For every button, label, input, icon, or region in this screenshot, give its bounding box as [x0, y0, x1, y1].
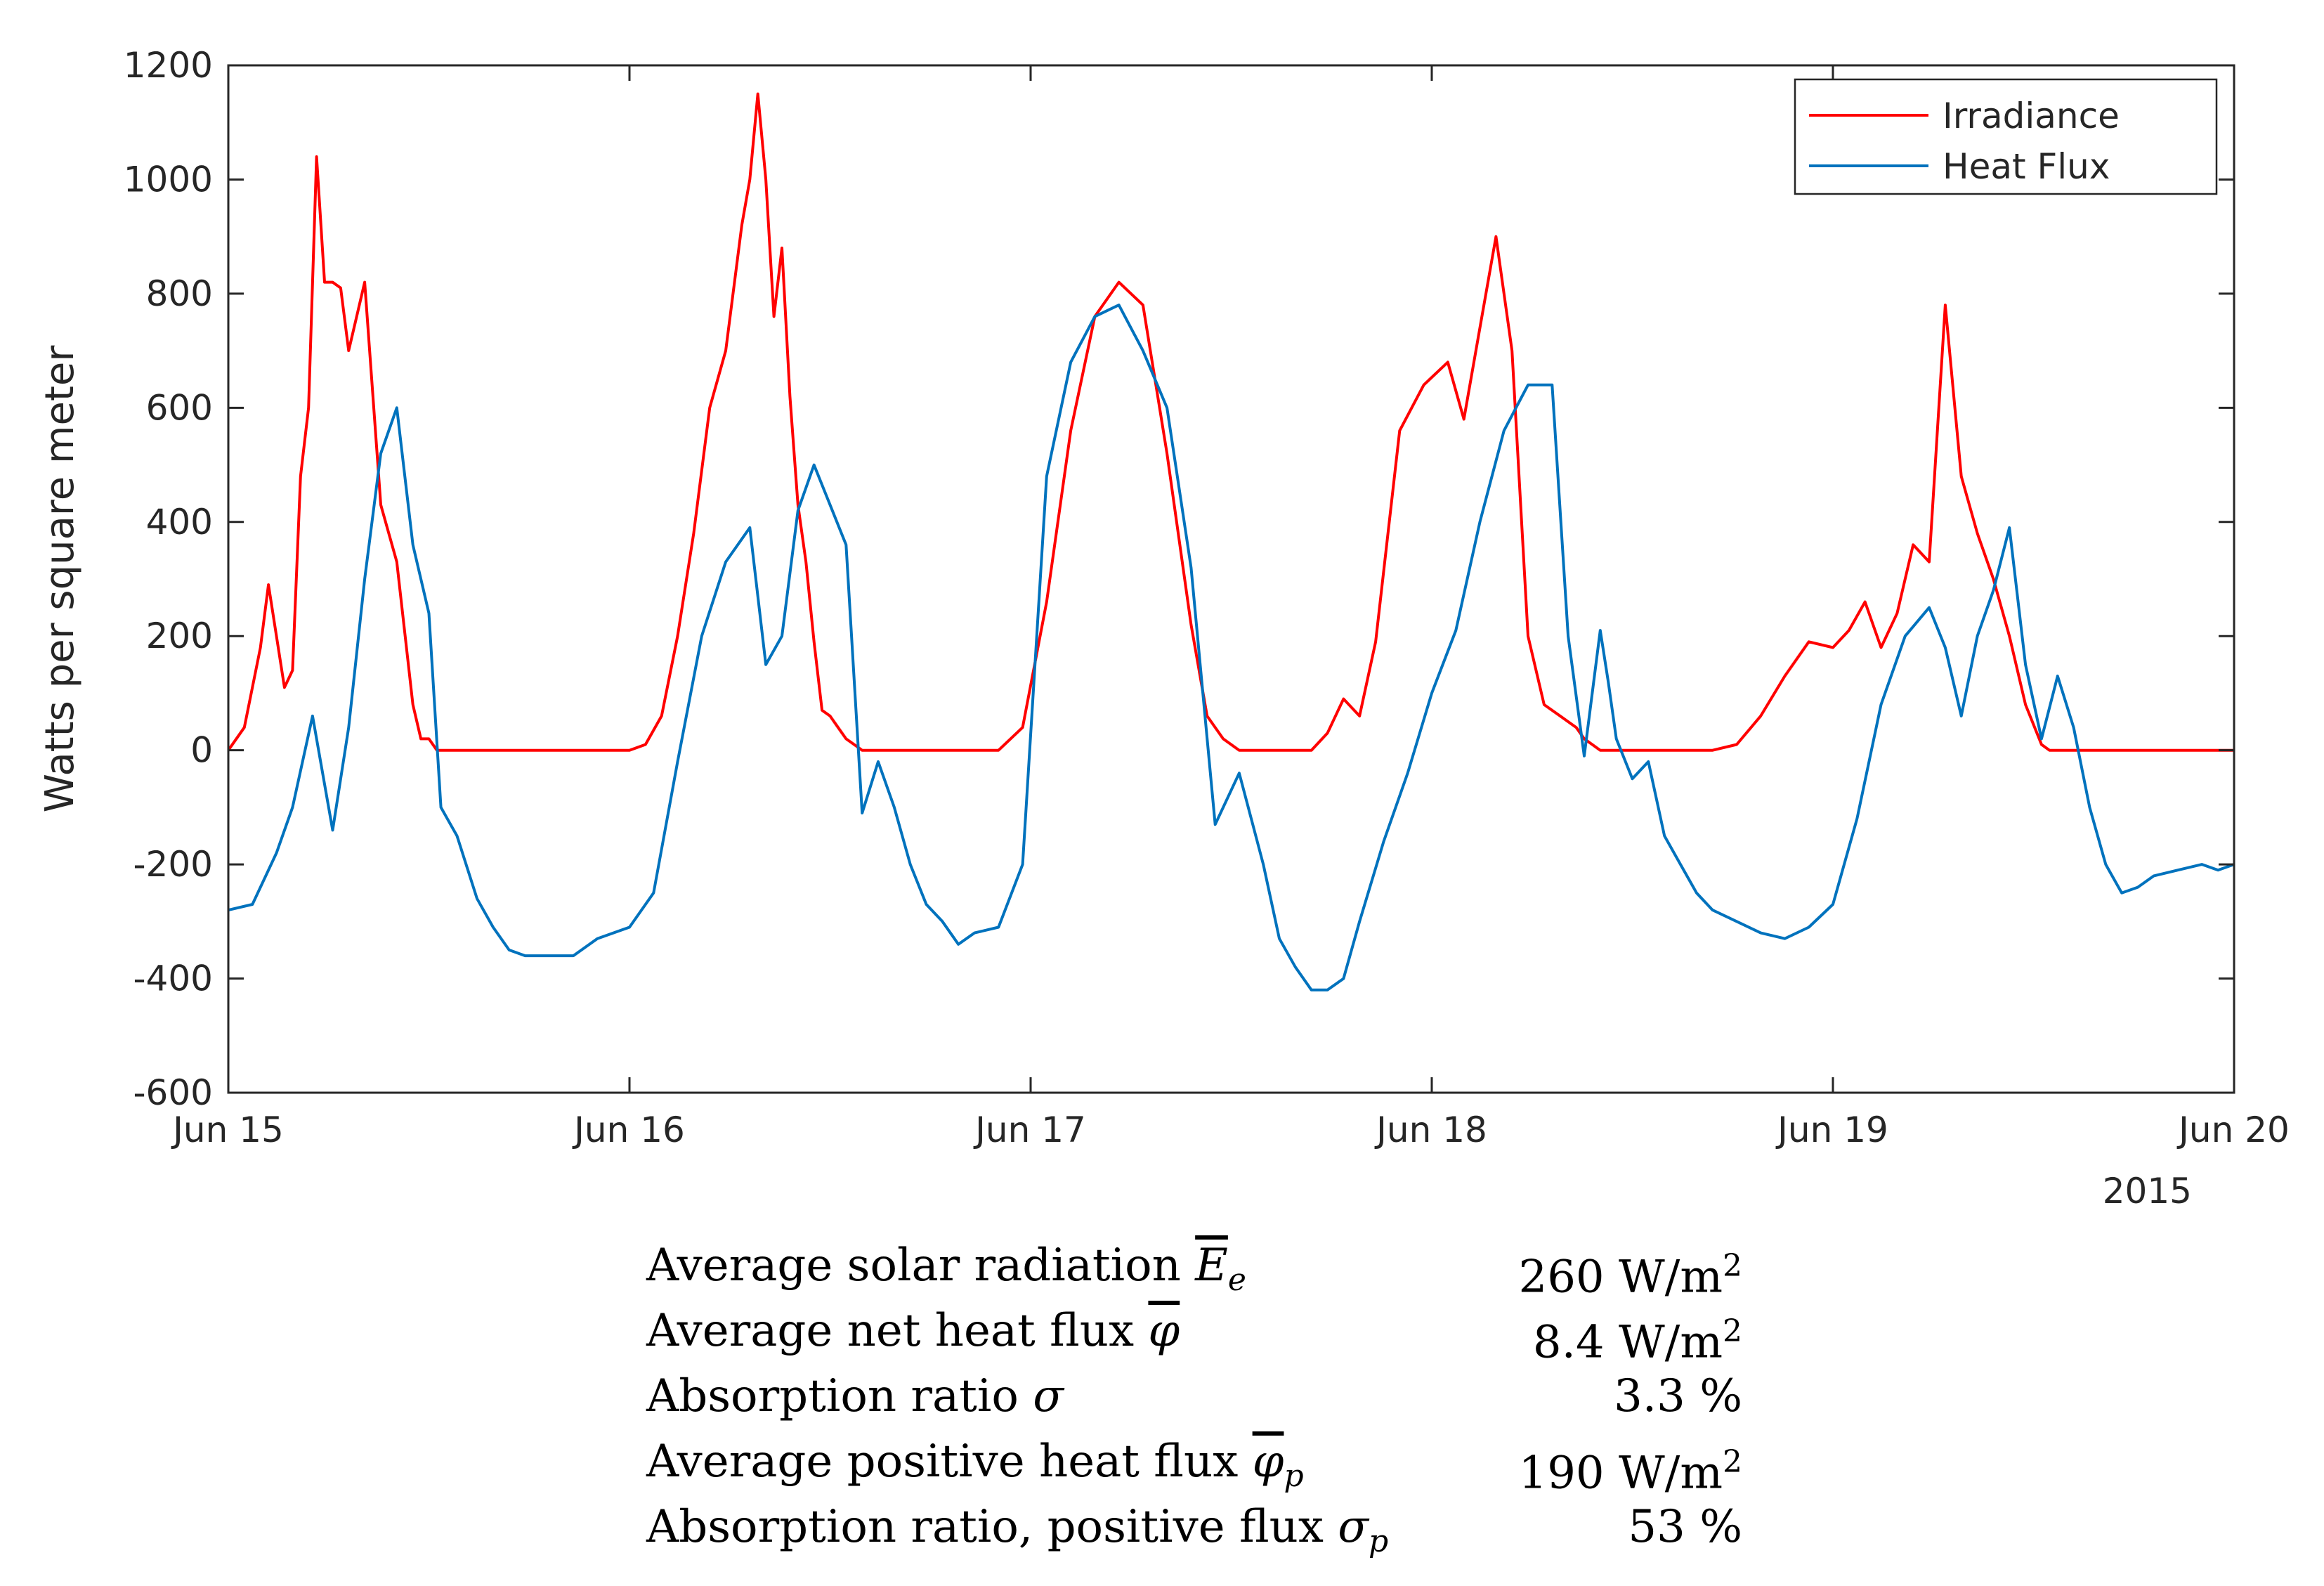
- series-layer: [227, 92, 2235, 992]
- stat-row-avg-net-heat-flux: Average net heat flux φ 8.4 W/m2: [646, 1299, 1742, 1369]
- legend-box: [1794, 78, 2218, 195]
- y-tick-label: -600: [133, 1072, 213, 1113]
- series-line-heat-flux: [228, 304, 2235, 992]
- stat-row-absorption-ratio: Absorption ratio σ 3.3 %: [646, 1364, 1742, 1429]
- y-tick-label: 200: [146, 616, 213, 656]
- x-tick-label: Jun 16: [572, 1110, 685, 1150]
- legend: Irradiance Heat Flux: [1794, 78, 2218, 195]
- chart: -600 -400 -200 0 200 400 600 800 1000 1200 Jun 15…: [37, 45, 2290, 1211]
- stat-value: 8.4 W/m2: [1532, 1313, 1742, 1369]
- legend-label-irradiance: Irradiance: [1943, 96, 2120, 136]
- x-tick-label: Jun 18: [1374, 1110, 1487, 1150]
- stat-label: Absorption ratio, positive flux σp: [646, 1501, 1389, 1559]
- y-tick-label: 600: [146, 387, 213, 428]
- stat-row-avg-positive-heat-flux: Average positive heat flux φp 190 W/m2: [646, 1429, 1742, 1500]
- x-tick-label: Jun 17: [973, 1110, 1086, 1150]
- legend-label-heat-flux: Heat Flux: [1943, 146, 2110, 187]
- stat-row-avg-solar-radiation: Average solar radiation Ee 260 W/m2: [646, 1233, 1742, 1304]
- stat-label: Absorption ratio σ: [646, 1370, 1064, 1422]
- y-tick-label: -200: [133, 844, 213, 885]
- stat-label: Average net heat flux φ: [646, 1305, 1180, 1357]
- y-tick-label: 400: [146, 502, 213, 542]
- y-tick-label: -400: [133, 958, 213, 999]
- plot-area: [228, 65, 2234, 1093]
- y-tick-label: 800: [146, 273, 213, 314]
- x-tick-label: Jun 19: [1775, 1110, 1888, 1150]
- y-axis-title: Watts per square meter: [37, 345, 83, 813]
- x-axis: Jun 15 Jun 16 Jun 17 Jun 18 Jun 19 Jun 20: [171, 65, 2290, 1150]
- series-line-irradiance: [227, 92, 2234, 752]
- y-tick-label: 1000: [124, 159, 213, 200]
- x-tick-label: Jun 15: [171, 1110, 284, 1150]
- stat-value: 53 %: [1628, 1501, 1742, 1553]
- stat-row-absorption-ratio-positive: Absorption ratio, positive flux σp 53 %: [646, 1495, 1742, 1560]
- stat-value: 3.3 %: [1614, 1370, 1742, 1422]
- stat-value: 190 W/m2: [1518, 1444, 1742, 1500]
- x-tick-label: Jun 20: [2176, 1110, 2290, 1150]
- statistics-table: Average solar radiation Ee 260 W/m2 Aver…: [646, 1233, 1742, 1560]
- plot-frame: [227, 64, 2235, 1094]
- stat-label: Average positive heat flux φp: [646, 1436, 1304, 1494]
- year-label: 2015: [2103, 1171, 2192, 1211]
- y-tick-label: 1200: [124, 45, 213, 86]
- stat-label: Average solar radiation Ee: [646, 1240, 1246, 1298]
- y-tick-label: 0: [190, 730, 213, 771]
- y-axis: -600 -400 -200 0 200 400 600 800 1000 1200: [124, 45, 2234, 1113]
- stat-value: 260 W/m2: [1518, 1248, 1742, 1304]
